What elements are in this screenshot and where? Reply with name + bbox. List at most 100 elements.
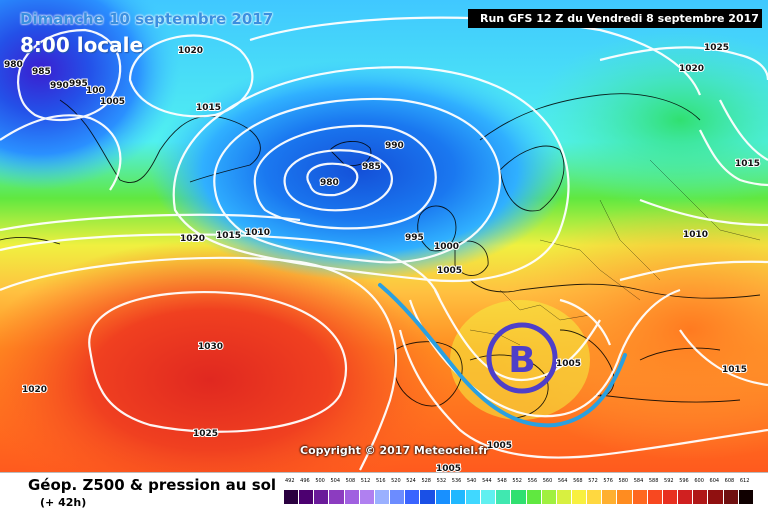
isobar-label: 1005	[100, 97, 125, 107]
color-scale-tick-label: 596	[679, 478, 689, 484]
color-scale-tick-label: 552	[512, 478, 522, 484]
z500-low-core	[150, 60, 570, 280]
color-scale-swatch	[314, 490, 330, 504]
isobar-label: 1020	[679, 64, 704, 74]
isobar-label: 985	[362, 162, 381, 172]
color-scale-tick-label: 528	[421, 478, 431, 484]
color-scale-swatch	[526, 490, 542, 504]
z500-nw-low-core	[0, 0, 180, 190]
color-scale-swatch	[284, 490, 300, 504]
low-pressure-symbol: B	[508, 340, 535, 381]
color-scale-swatch	[738, 490, 754, 504]
color-scale-tick-label: 540	[466, 478, 477, 484]
isobar-label: 1015	[216, 231, 241, 241]
isobar-label: 1015	[735, 159, 760, 169]
product-title: Géop. Z500 & pression au sol	[28, 476, 277, 494]
color-scale-swatch	[587, 490, 603, 504]
lead-time: (+ 42h)	[40, 496, 87, 509]
isobar-label: 1025	[704, 43, 729, 53]
color-scale-swatch	[647, 490, 663, 504]
forecast-time: 8:00 locale	[20, 33, 144, 57]
isobar-label: 990	[385, 141, 404, 151]
color-scale-swatch	[541, 490, 557, 504]
color-scale-swatch	[632, 490, 648, 504]
color-scale-tick-label: 576	[603, 478, 613, 484]
color-scale-tick-label: 500	[315, 478, 325, 484]
color-scale-tick-label: 504	[330, 478, 341, 484]
color-scale-swatch	[359, 490, 375, 504]
color-scale-swatch	[602, 490, 618, 504]
z500-color-field-ne	[530, 30, 768, 210]
isobar-label: 1020	[178, 46, 203, 56]
color-scale-tick-label: 556	[527, 478, 538, 484]
color-scale-swatch	[511, 490, 527, 504]
color-scale-swatch	[465, 490, 482, 504]
color-scale-tick-label: 564	[557, 478, 568, 484]
z500-high-core	[0, 240, 450, 472]
model-run-banner: Run GFS 12 Z du Vendredi 8 septembre 201…	[468, 9, 762, 28]
isobar-label: 1020	[22, 385, 47, 395]
color-scale-tick-label: 588	[648, 478, 659, 484]
color-scale-tick-label: 568	[573, 478, 583, 484]
color-scale-tick-label: 520	[391, 478, 401, 484]
color-scale-bar	[284, 490, 754, 504]
isobar-label: 985	[32, 67, 51, 77]
color-scale-tick-label: 532	[436, 478, 447, 484]
color-scale-swatch	[420, 490, 436, 504]
color-scale-swatch	[496, 490, 512, 504]
color-scale-swatch	[708, 490, 724, 504]
isobar-labels: 980 985 990 995 100 1005 1015 1020 980 9…	[3, 42, 761, 472]
copyright-notice: Copyright © 2017 Meteociel.fr	[300, 444, 489, 457]
color-scale-tick-label: 604	[709, 478, 720, 484]
isobar-label: 1010	[245, 228, 270, 238]
color-scale-swatch	[405, 490, 421, 504]
color-scale-swatch	[299, 490, 315, 504]
isobar-label: 1005	[437, 266, 462, 276]
color-scale-tick-label: 508	[345, 478, 356, 484]
color-scale-swatch	[329, 490, 345, 504]
color-scale-tick-label: 548	[497, 478, 507, 484]
color-scale-tick-label: 600	[694, 478, 704, 484]
forecast-date: Dimanche 10 septembre 2017	[20, 10, 274, 28]
z500-trough-tongue	[450, 300, 590, 420]
isobar-label: 1010	[683, 230, 708, 240]
color-scale-tick-label: 516	[375, 478, 386, 484]
color-scale-swatch	[617, 490, 633, 504]
isobar-label: 1005	[487, 441, 512, 451]
isobar-label: 1030	[198, 342, 223, 352]
color-scale-tick-label: 572	[588, 478, 598, 484]
isobar-label: 100	[86, 86, 105, 96]
isobar-label: 1025	[193, 429, 218, 439]
color-scale-swatch	[571, 490, 588, 504]
color-scale-tick-label: 524	[406, 478, 416, 484]
color-scale-swatch	[662, 490, 679, 504]
color-scale-tick-label: 536	[451, 478, 462, 484]
color-scale-tick-label: 492	[285, 478, 295, 484]
isobar-label: 980	[320, 178, 339, 188]
color-scale-tick-label: 560	[542, 478, 553, 484]
isobar-label: 995	[69, 79, 88, 89]
color-scale-tick-label: 544	[482, 478, 492, 484]
color-scale-swatch	[678, 490, 694, 504]
isobar-label: 1015	[196, 103, 221, 113]
color-scale-tick-label: 592	[664, 478, 674, 484]
isobar-label: 1005	[436, 464, 461, 472]
isobar-label: 1005	[556, 359, 581, 369]
color-scale-swatch	[344, 490, 360, 504]
isobar-label: 1000	[434, 242, 459, 252]
color-scale-swatch	[374, 490, 391, 504]
isobars	[0, 16, 768, 471]
geopotential-map: B 980 985 990 995 100 1005 1015 1020 980…	[0, 0, 768, 472]
color-scale-tick-label: 580	[618, 478, 629, 484]
color-scale-tick-label: 512	[360, 478, 371, 484]
trough-axis-line	[378, 283, 627, 428]
color-scale-swatch	[693, 490, 709, 504]
color-scale-tick-label: 584	[633, 478, 644, 484]
isobar-label: 995	[405, 233, 424, 243]
isobar-label: 1015	[722, 365, 747, 375]
color-scale-swatch	[450, 490, 466, 504]
color-scale-swatch	[435, 490, 451, 504]
color-scale-swatch	[390, 490, 406, 504]
color-scale-tick-label: 608	[724, 478, 735, 484]
